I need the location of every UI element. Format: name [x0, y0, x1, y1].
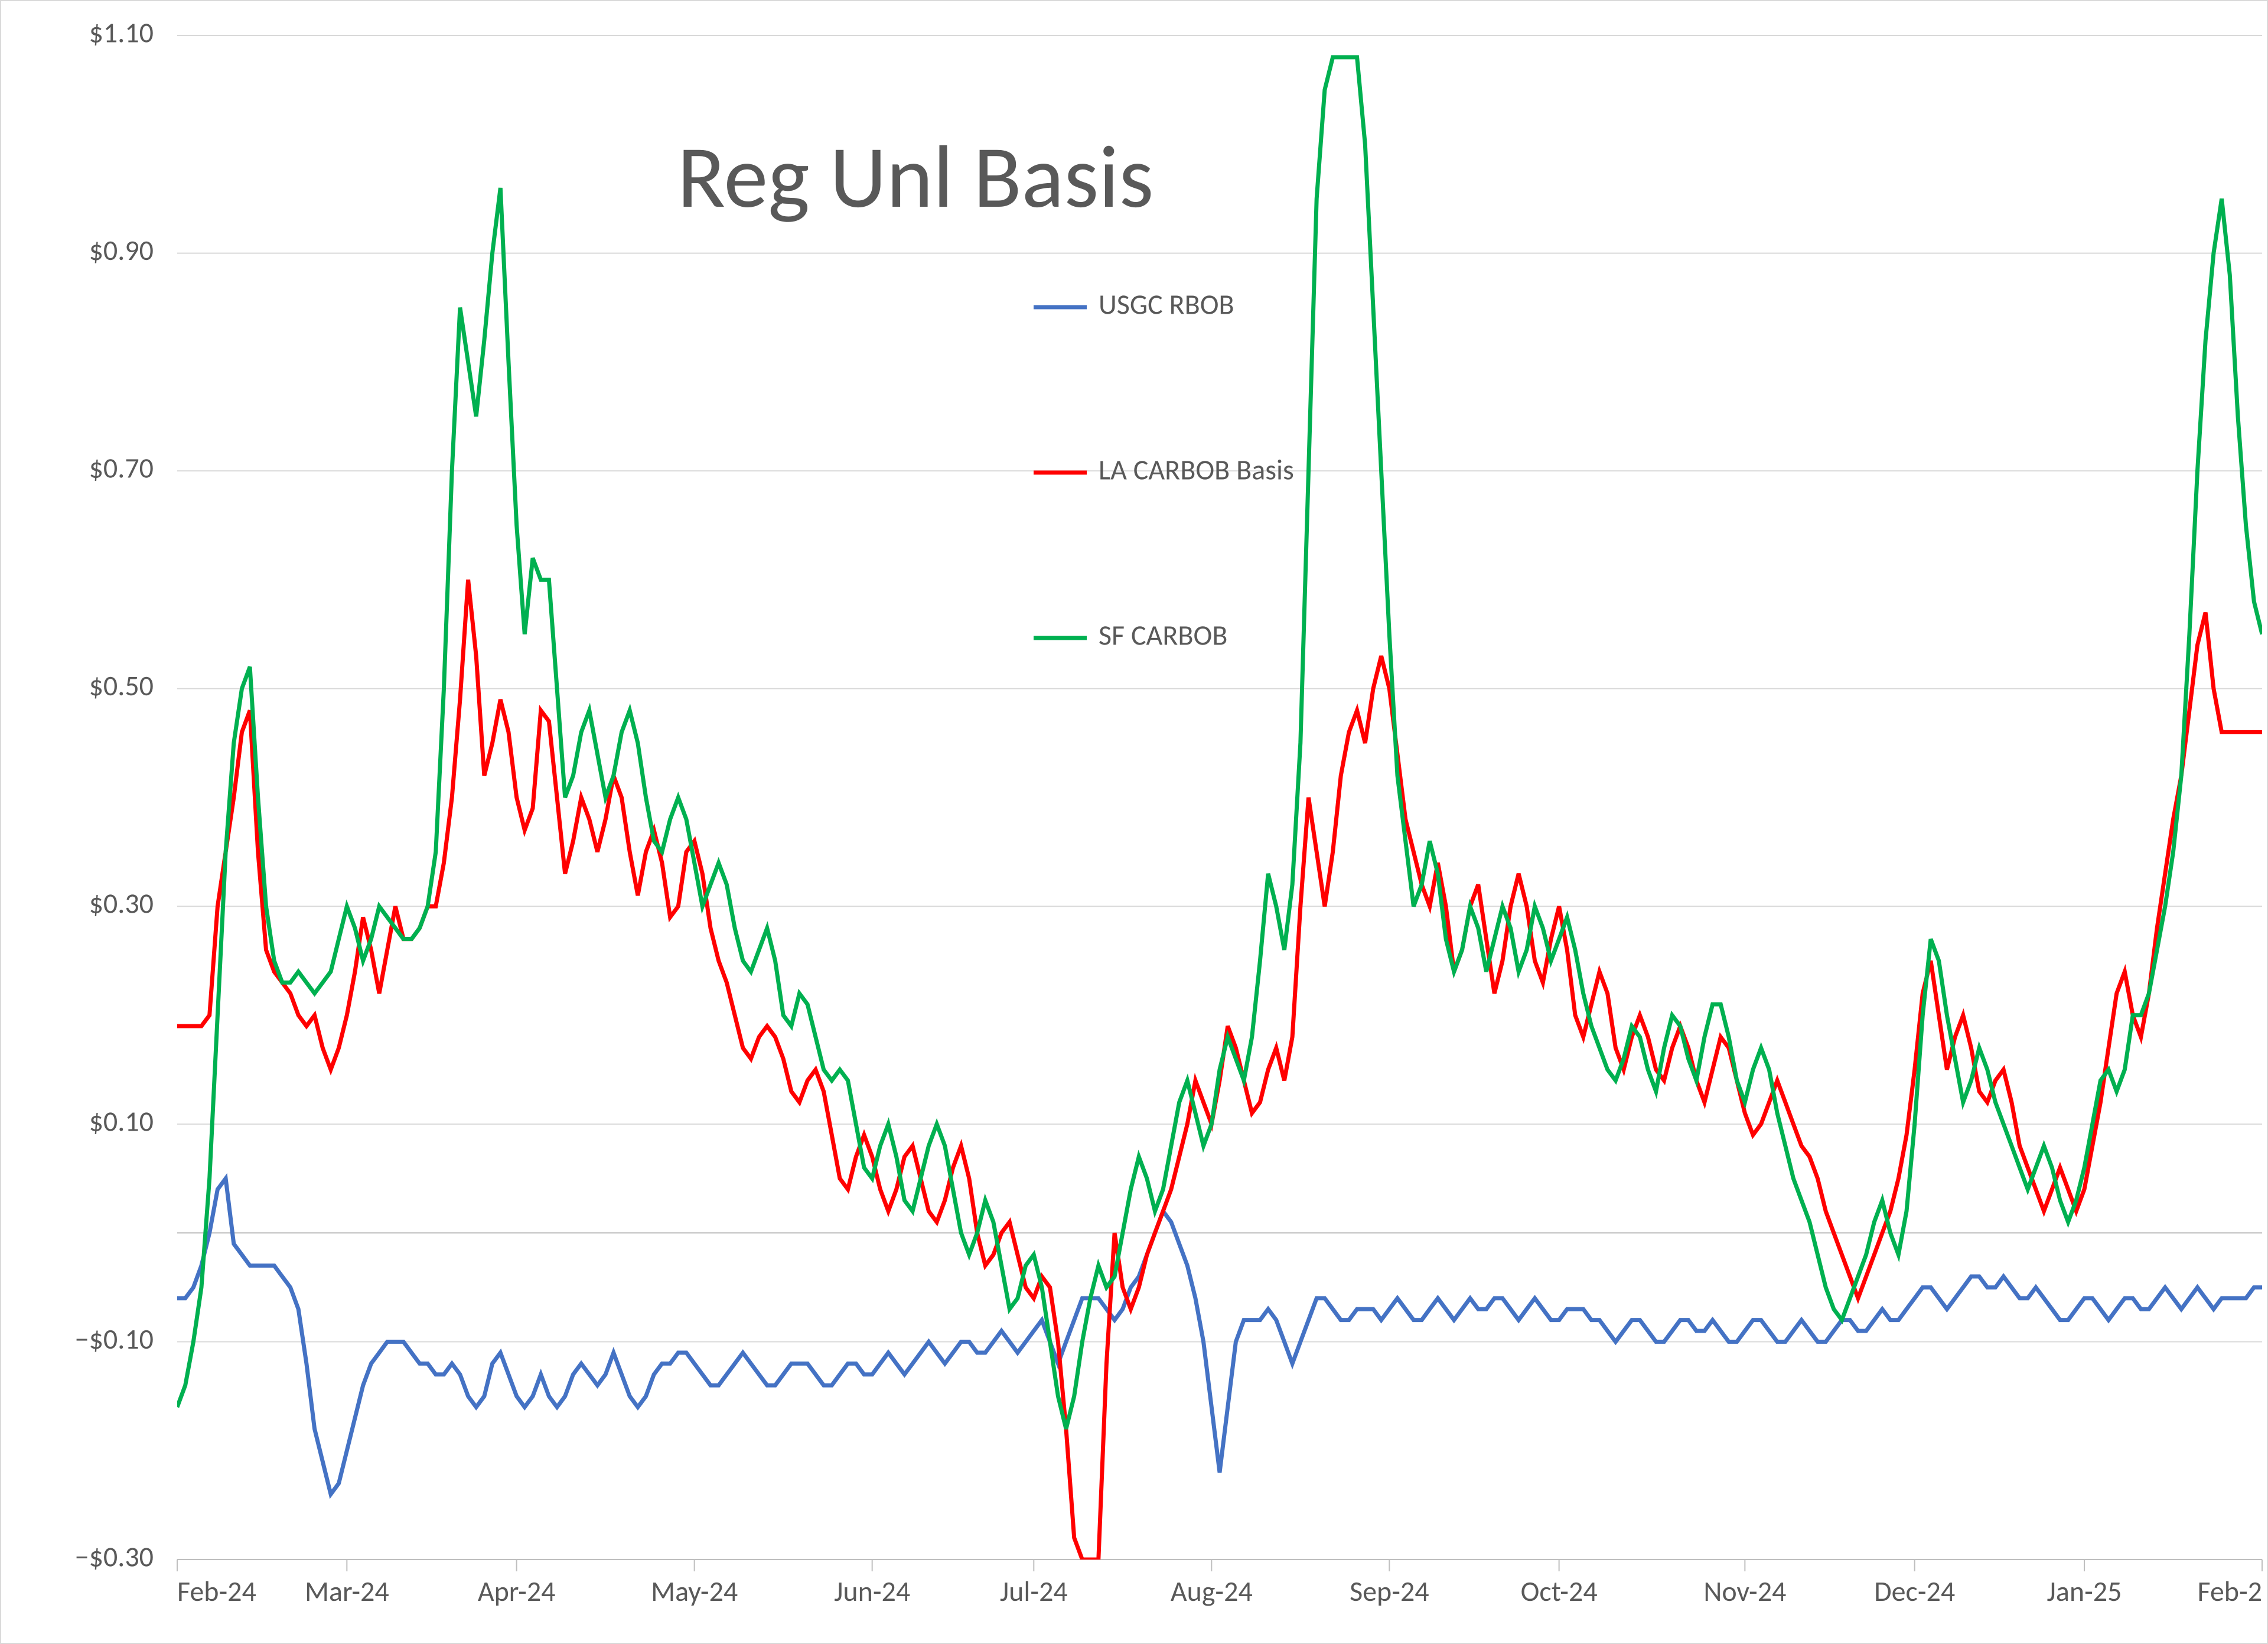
y-tick-label: $1.10 [89, 15, 154, 50]
legend-label: SF CARBOB [1099, 617, 1227, 652]
x-tick-label: Feb-24 [177, 1574, 256, 1609]
y-tick-label: −$0.30 [75, 1539, 154, 1574]
x-tick-label: Jun-24 [834, 1574, 910, 1609]
line-chart: −$0.30 −$0.10 $0.10 $0.30 $0.50 $0.70 $0.90 $1.… [0, 0, 2268, 1644]
y-tick-label: $0.30 [89, 886, 154, 921]
legend-label: LA CARBOB Basis [1099, 452, 1294, 487]
x-tick-label: Feb-2 [2198, 1574, 2262, 1609]
x-tick-label: Nov-24 [1703, 1574, 1786, 1609]
x-tick-label: Apr-24 [478, 1574, 556, 1609]
y-tick-label: −$0.10 [75, 1321, 154, 1356]
chart-title: Reg Unl Basis [677, 123, 1154, 231]
y-tick-label: $0.10 [89, 1103, 154, 1138]
x-tick-label: Jan-25 [2047, 1574, 2122, 1609]
x-tick-label: Oct-24 [1521, 1574, 1598, 1609]
x-tick-label: Dec-24 [1874, 1574, 1955, 1609]
legend-label: USGC RBOB [1099, 287, 1234, 321]
x-tick-label: Sep-24 [1350, 1574, 1429, 1609]
x-tick-label: Jul-24 [1000, 1574, 1068, 1609]
y-tick-label: $0.70 [89, 451, 154, 486]
y-tick-label: $0.90 [89, 233, 154, 268]
x-tick-label: May-24 [651, 1574, 738, 1609]
y-tick-label: $0.50 [89, 668, 154, 703]
chart-container: −$0.30 −$0.10 $0.10 $0.30 $0.50 $0.70 $0.90 $1.… [0, 0, 2268, 1644]
x-tick-label: Aug-24 [1171, 1574, 1253, 1609]
x-tick-label: Mar-24 [305, 1574, 389, 1609]
